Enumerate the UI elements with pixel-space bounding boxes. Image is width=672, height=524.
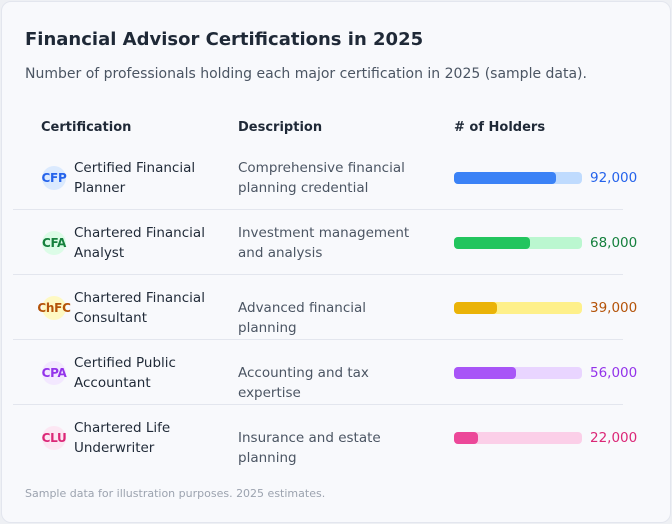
table-row: CFP Certified Financial Planner Comprehe… (13, 145, 637, 210)
page-title: Financial Advisor Certifications in 2025 (25, 29, 424, 50)
certification-name: Certified Public Accountant (74, 355, 176, 391)
holders-value: 68,000 (590, 235, 638, 251)
holders-value: 22,000 (590, 430, 638, 446)
certification-badge: CFA (42, 231, 66, 255)
holders-bar-track (454, 302, 582, 314)
holders-bar-track (454, 367, 582, 379)
table-row: CPA Certified Public Accountant Accounti… (13, 340, 637, 405)
certification-name: Chartered Financial Consultant (74, 290, 205, 326)
holders-bar (454, 237, 530, 249)
certification-description: Accounting and tax expertise (238, 365, 369, 401)
table-row: CLU Chartered Life Underwriter Insurance… (13, 405, 638, 470)
certification-badge: CPA (42, 361, 67, 385)
holders-value: 39,000 (590, 300, 638, 316)
holders-bar-track (454, 172, 582, 184)
certification-description: Comprehensive financial planning credent… (238, 160, 405, 196)
certification-name: Certified Financial Planner (74, 160, 196, 196)
certification-name: Chartered Financial Analyst (74, 225, 205, 261)
holders-bar-track (454, 432, 582, 444)
certification-description: Insurance and estate planning (238, 430, 381, 466)
header-holders: # of Holders (454, 120, 546, 135)
holders-bar (454, 302, 498, 314)
table-row: CFA Chartered Financial Analyst Investme… (13, 210, 637, 275)
table-row: ChFC Chartered Financial Consultant Adva… (13, 275, 637, 340)
certification-badge: CLU (42, 426, 67, 450)
holders-bar (454, 172, 557, 184)
certification-description: Investment management and analysis (238, 225, 410, 261)
holders-bar (454, 432, 479, 444)
holders-value: 56,000 (590, 365, 638, 381)
footnote: Sample data for illustration purposes. 2… (25, 487, 326, 500)
header-certification: Certification (41, 120, 132, 135)
certification-badge: CFP (42, 166, 67, 190)
certification-badge: ChFC (37, 296, 71, 320)
holders-bar (454, 367, 517, 379)
certification-description: Advanced financial planning (238, 300, 367, 336)
header-description: Description (238, 120, 323, 135)
subtitle: Number of professionals holding each maj… (25, 66, 587, 82)
certification-name: Chartered Life Underwriter (74, 420, 171, 456)
holders-bar-track (454, 237, 582, 249)
holders-value: 92,000 (590, 170, 638, 186)
